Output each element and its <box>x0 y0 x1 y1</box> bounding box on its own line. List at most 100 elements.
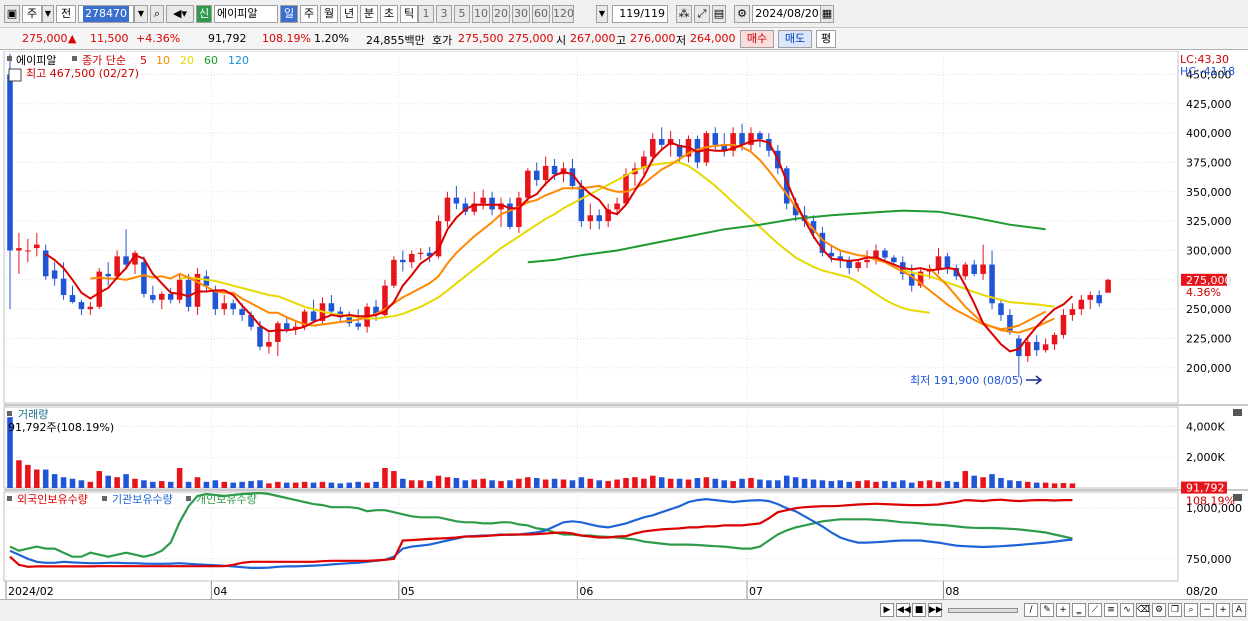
y-tick-label: 375,000 <box>1186 156 1232 169</box>
candle <box>51 270 58 279</box>
candle <box>828 252 835 257</box>
fib-tool-icon[interactable]: ≡ <box>1104 603 1118 617</box>
volume-bar <box>391 471 397 488</box>
volume-bar <box>980 477 986 488</box>
chevron-down-icon[interactable]: ▼ <box>42 5 54 23</box>
period-tab-4[interactable]: 분 <box>360 5 378 23</box>
period-tab-3[interactable]: 년 <box>340 5 358 23</box>
stock-name[interactable]: 에이피알 <box>214 5 278 23</box>
volume-bar <box>194 477 201 488</box>
candle <box>641 156 647 169</box>
volume-bar <box>498 481 504 488</box>
candle <box>25 250 31 252</box>
candle <box>614 203 620 210</box>
high-label: 고 <box>616 34 627 47</box>
gear-icon[interactable]: ⚙ <box>734 5 750 23</box>
interval-button-120[interactable]: 120 <box>552 5 574 23</box>
code-input[interactable]: 278470 <box>78 5 134 23</box>
volume-bar <box>489 480 495 488</box>
stop-icon[interactable]: ■ <box>912 603 926 617</box>
avg-button[interactable]: 평 <box>816 30 836 48</box>
candle <box>16 248 22 251</box>
candle <box>60 278 67 296</box>
plus-icon[interactable]: + <box>1216 603 1230 617</box>
data-count[interactable]: 119/119 <box>612 5 668 23</box>
save-icon[interactable]: ▤ <box>712 5 726 23</box>
period-tab-1[interactable]: 주 <box>300 5 318 23</box>
gear-small-icon[interactable]: ⚙ <box>1152 603 1166 617</box>
period-tab-2[interactable]: 월 <box>320 5 338 23</box>
candle <box>623 174 629 204</box>
holdings-tick-label: 750,000 <box>1186 553 1232 566</box>
calendar-icon[interactable]: ▦ <box>820 5 834 23</box>
scroll-right-icon[interactable]: ▶ <box>880 603 894 617</box>
volume-bar <box>87 481 94 488</box>
candle <box>114 256 120 277</box>
copy-icon[interactable]: ❐ <box>1168 603 1182 617</box>
speaker-icon[interactable]: ◀▾ <box>166 5 194 23</box>
candle <box>498 203 504 210</box>
volume-bar <box>292 482 299 488</box>
volume-bar <box>605 481 611 488</box>
sell-button[interactable]: 매도 <box>778 30 812 48</box>
pen-tool-icon[interactable]: ✎ <box>1040 603 1054 617</box>
legend-marker <box>102 496 107 501</box>
candle <box>132 252 138 265</box>
date-input[interactable]: 2024/08/20 <box>752 5 822 23</box>
chart-tool-icon[interactable]: ⤢ <box>694 5 710 23</box>
candle <box>810 221 817 233</box>
volume-bar <box>882 481 888 488</box>
interval-dropdown-icon[interactable]: ▼ <box>596 5 608 23</box>
volume-bar <box>141 480 147 488</box>
hline-tool-icon[interactable]: ‗ <box>1072 603 1086 617</box>
zoom-icon[interactable]: ⌕ <box>1184 603 1198 617</box>
interval-button-60[interactable]: 60 <box>532 5 550 23</box>
link-icon[interactable]: ⁂ <box>676 5 692 23</box>
volume-bar <box>917 481 924 488</box>
rewind-icon[interactable]: ◀◀ <box>896 603 911 617</box>
y-tick-label: 225,000 <box>1186 332 1232 345</box>
font-size-icon[interactable]: A <box>1232 603 1246 617</box>
price-chart[interactable]: 450,000 425,000 400,000 375,000 350,000 325,0… <box>0 51 1248 599</box>
interval-button-20[interactable]: 20 <box>492 5 510 23</box>
panel-close-icon[interactable] <box>1233 494 1242 501</box>
volume-bar <box>221 481 228 488</box>
line-tool-icon[interactable]: / <box>1024 603 1038 617</box>
interval-button-30[interactable]: 30 <box>512 5 530 23</box>
y-tick-label: 425,000 <box>1186 98 1232 111</box>
period-tab-6[interactable]: 틱 <box>400 5 418 23</box>
minus-icon[interactable]: − <box>1200 603 1214 617</box>
candle <box>417 252 424 254</box>
interval-button-5[interactable]: 5 <box>454 5 470 23</box>
code-dropdown-icon[interactable]: ▼ <box>134 5 148 23</box>
period-type-select[interactable]: 주 <box>22 5 42 23</box>
cursor-icon[interactable]: + <box>1056 603 1070 617</box>
search-icon[interactable]: ⌕ <box>150 5 164 23</box>
zoom-slider[interactable] <box>948 608 1018 613</box>
candle <box>141 262 147 294</box>
eraser-icon[interactable]: ⌫ <box>1136 603 1150 617</box>
period-tab-5[interactable]: 초 <box>380 5 398 23</box>
panel-close-icon[interactable] <box>1233 409 1242 416</box>
volume-bar <box>319 481 326 488</box>
compare-button[interactable]: 전 <box>56 5 76 23</box>
interval-button-3[interactable]: 3 <box>436 5 452 23</box>
volume-bar <box>426 481 433 488</box>
volume-bar <box>775 480 781 488</box>
window-icon[interactable]: ▣ <box>4 5 20 23</box>
candle <box>944 256 951 269</box>
volume-bar <box>471 479 478 488</box>
x-tick-label: 07 <box>749 585 763 598</box>
candle <box>757 133 763 139</box>
buy-button[interactable]: 매수 <box>740 30 774 48</box>
candle <box>453 197 460 204</box>
volume-bar <box>810 479 817 488</box>
period-tab-0[interactable]: 일 <box>280 5 298 23</box>
interval-button-1[interactable]: 1 <box>418 5 434 23</box>
volume-bar <box>34 469 40 488</box>
fast-forward-icon[interactable]: ▶▶ <box>928 603 943 617</box>
interval-button-10[interactable]: 10 <box>472 5 490 23</box>
wave-tool-icon[interactable]: ∿ <box>1120 603 1134 617</box>
trend-tool-icon[interactable]: ⟋ <box>1088 603 1102 617</box>
candle <box>257 326 263 347</box>
